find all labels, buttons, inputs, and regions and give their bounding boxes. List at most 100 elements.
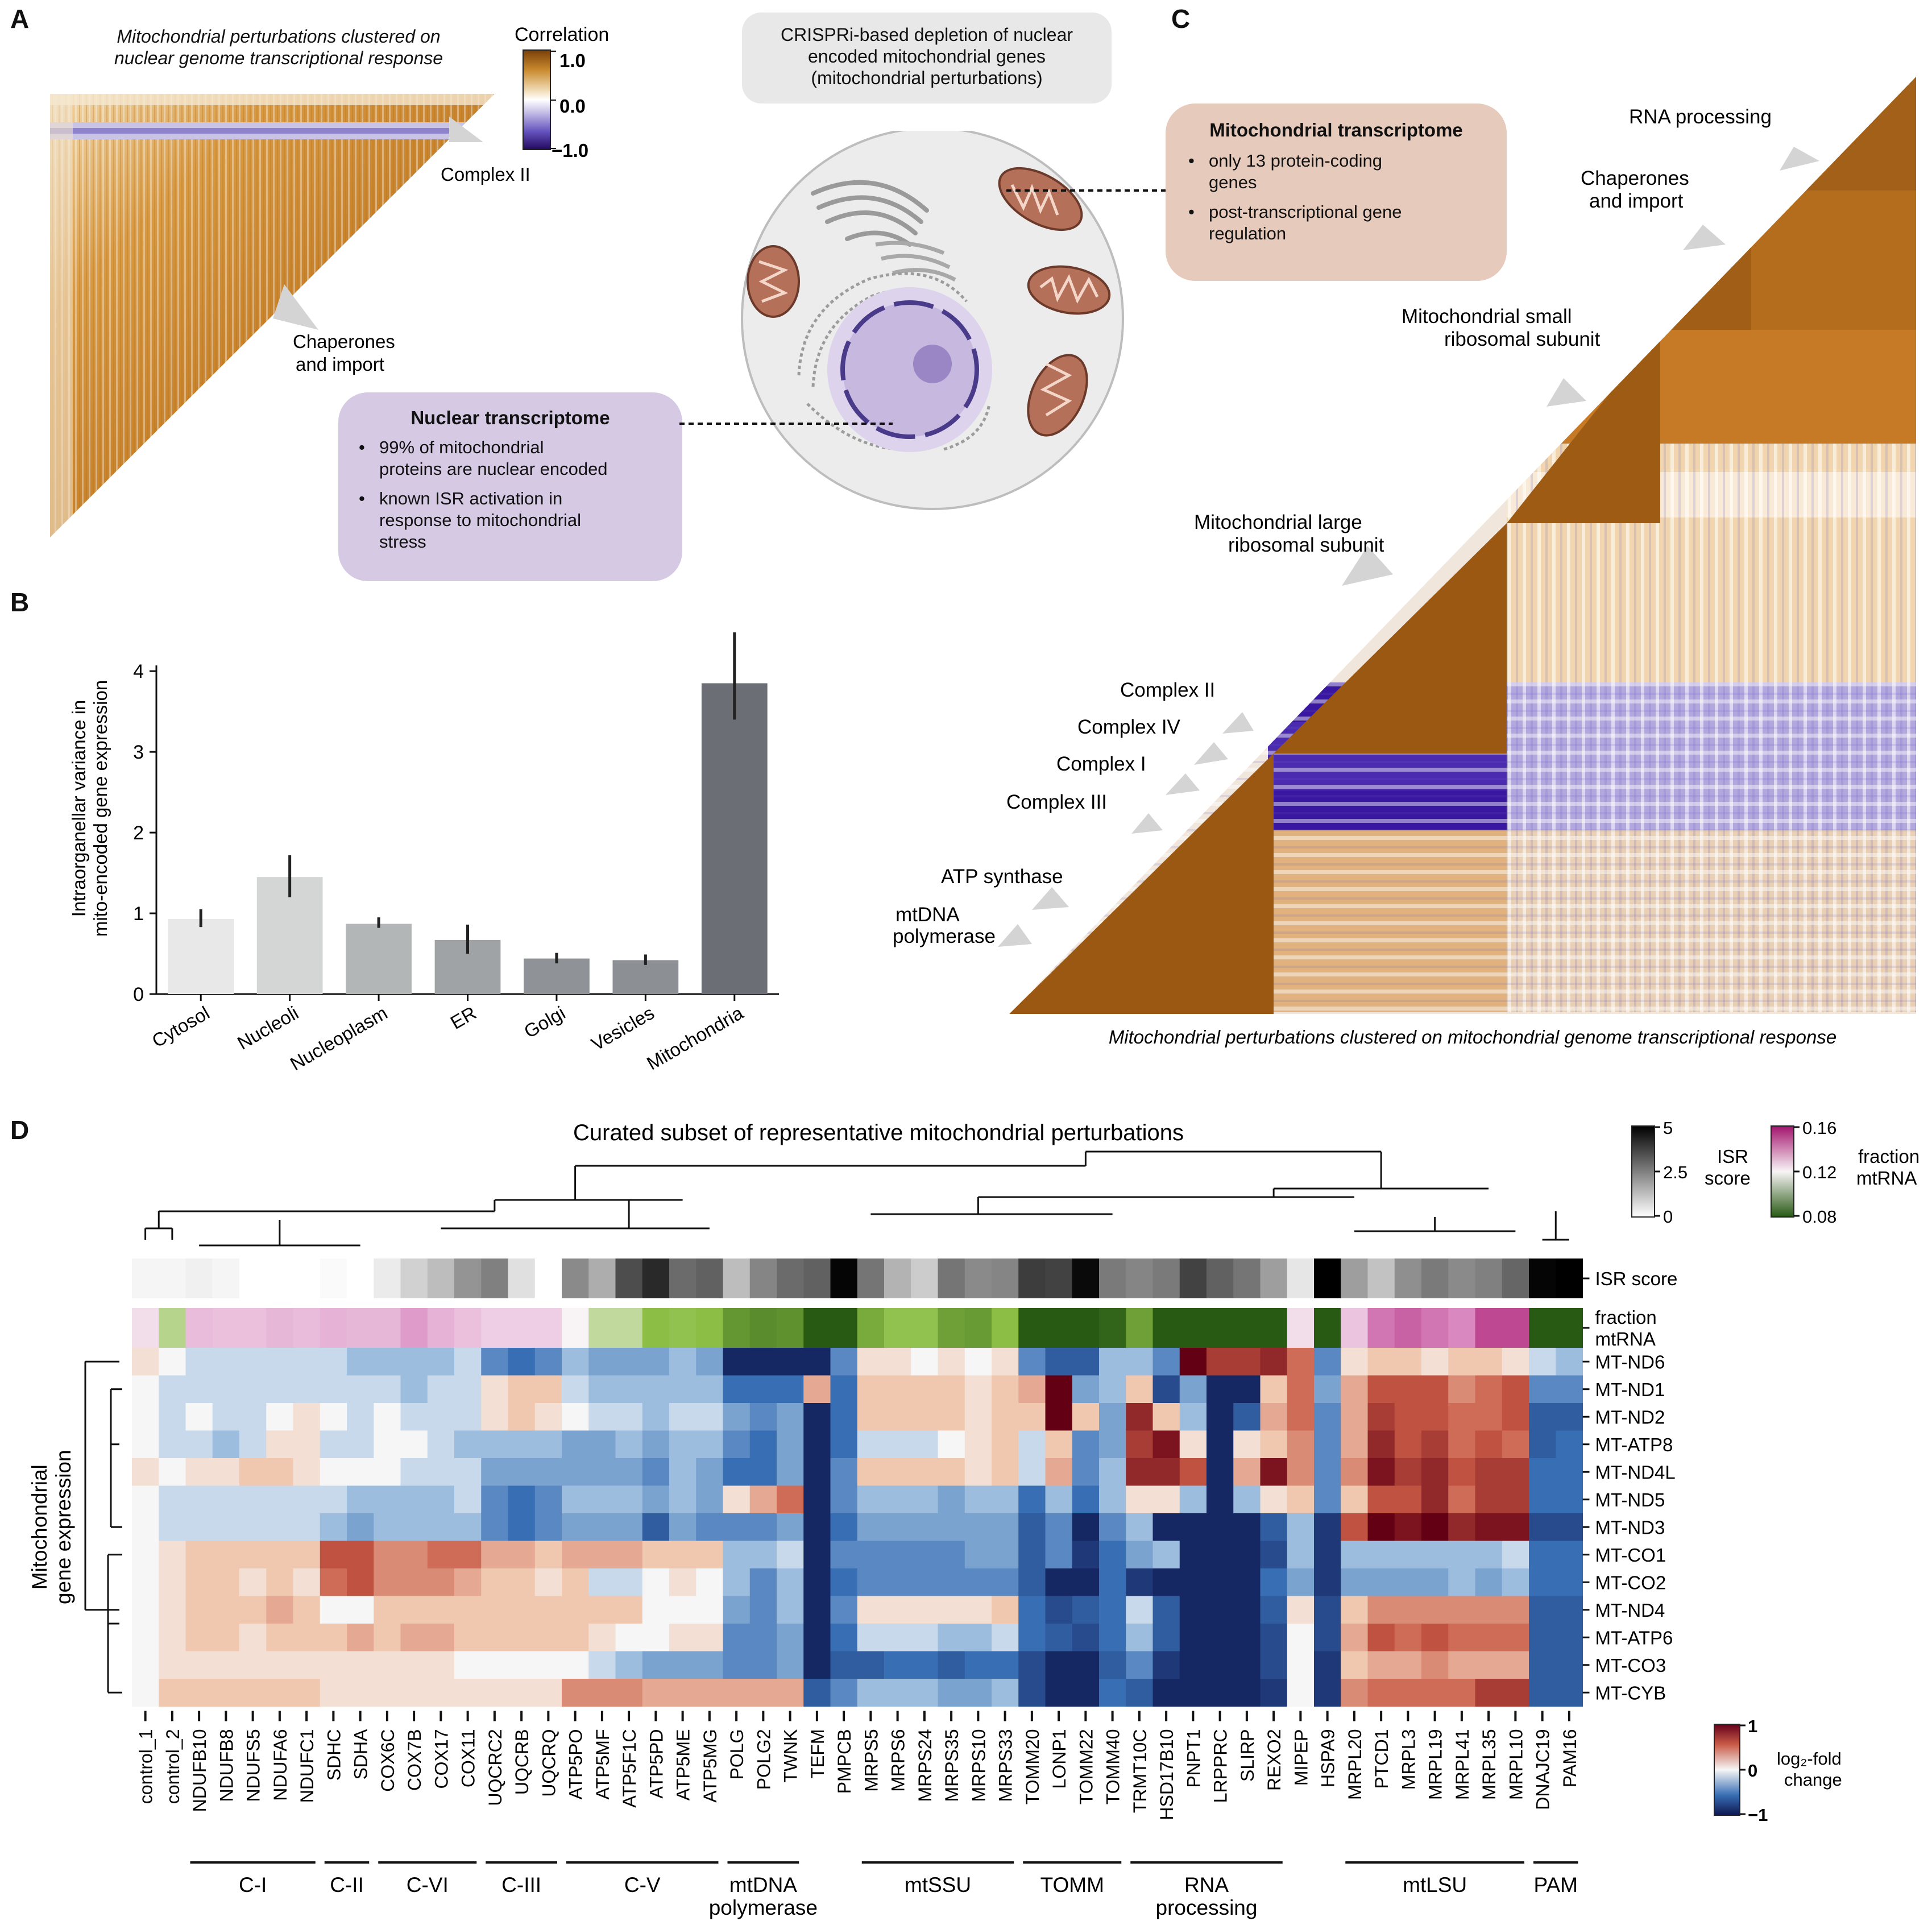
heat-cell-MT-CYB-UQCRC2 [481,1679,508,1707]
y-axis-label: Intraorganellar variance inmito-encoded … [68,680,111,937]
colorbar-correlation-tick-mid: 0.0 [559,96,586,117]
heat-cell-MT-ND6-MRPS6 [884,1348,911,1376]
heat-cell-MT-ND6-control_1 [132,1348,159,1376]
heat-cell-MT-ATP6-HSD17B10 [1152,1624,1180,1651]
heat-cell-MT-ND2-UQCRQ [534,1403,562,1431]
column-label-LONP1: LONP1 [1049,1729,1069,1789]
heat-cell-MT-CO3-NDUFA6 [266,1651,293,1679]
heat-cell-MT-CO2-MRPL20 [1341,1568,1368,1596]
heat-cell-MT-CYB-HSD17B10 [1152,1679,1180,1707]
column-label-COX11: COX11 [458,1729,479,1788]
heat-cell-MT-CO3-LONP1 [1045,1651,1073,1679]
heat-cell-MT-ATP6-ATP5PD [642,1624,670,1651]
heat-cell-MT-ND5-ATP5ME [669,1485,696,1514]
heat-cell-MT-CO2-MRPL3 [1394,1568,1422,1596]
schematic-top-box: CRISPRi-based depletion of nuclear encod… [742,13,1112,104]
heat-cell-MT-ATP6-SLIRP [1233,1624,1261,1651]
heat-cell-MT-CYB-MIPEP [1287,1679,1315,1707]
heat-cell-MT-ND2-TRMT10C [1126,1403,1153,1431]
heat-cell-MT-ND4L-DNAJC19 [1529,1458,1556,1486]
heat-cell-MT-ND4L-NDUFS5 [239,1458,267,1486]
panel-c-caption: Mitochondrial perturbations clustered on… [1109,1026,1836,1048]
heat-cell-MT-ND6-POLG [723,1348,751,1376]
column-label-NDUFA6: NDUFA6 [270,1729,291,1801]
panel-a-annot-complex-ii: Complex II [441,164,530,185]
heat-cell-MT-ND4L-TEFM [803,1458,831,1486]
heat-cell-MT-CO2-TOMM22 [1072,1568,1100,1596]
heat-cell-MT-ND2-POLG [723,1403,751,1431]
column-label-MRPS35: MRPS35 [942,1729,962,1802]
heat-cell-MT-ND5-LRPPRC [1207,1485,1234,1514]
heat-cell-MT-ATP6-TEFM [803,1624,831,1651]
heat-cell-MT-CO1-TRMT10C [1126,1541,1153,1569]
panel-c-heatmap: RNA processing Chaperones and import Mit… [893,77,1916,1048]
heat-cell-MT-ATP6-TOMM20 [1018,1624,1046,1651]
heat-cell-MT-ND5-MRPS5 [857,1485,885,1514]
colorbar-correlation-tick-max: 1.0 [559,50,586,71]
heat-cell-MT-ND6-MRPL41 [1448,1348,1475,1376]
heat-cell-MT-ND4L-MRPS5 [857,1458,885,1486]
heat-cell-MT-ND4L-ATP5F1C [615,1458,643,1486]
schematic-top-line3: (mitochondrial perturbations) [811,68,1043,88]
fraction-cell-TRMT10C [1126,1308,1153,1348]
heat-cell-MT-ND6-HSD17B10 [1152,1348,1180,1376]
heat-cell-MT-ND6-NDUFB8 [212,1348,240,1376]
heat-cell-MT-CO1-REXO2 [1260,1541,1288,1569]
heat-cell-MT-ND4L-ATP5PD [642,1458,670,1486]
panel-c-annot-mtdna-2: polymerase [893,925,996,947]
heat-cell-MT-ND4-PNPT1 [1179,1596,1207,1624]
heat-cell-MT-CYB-POLG [723,1679,751,1707]
colorbar-correlation-title: Correlation [515,24,609,45]
heat-cell-MT-ND6-COX17 [427,1348,455,1376]
heat-cell-MT-CO2-LONP1 [1045,1568,1073,1596]
heat-cell-MT-CO3-UQCRQ [534,1651,562,1679]
heat-cell-MT-ATP8-TRMT10C [1126,1430,1153,1459]
x-tick-label: Nucleoli [234,1002,302,1054]
heat-cell-MT-ND1-COX17 [427,1375,455,1404]
heat-cell-MT-ND4-ATP5MG [696,1596,723,1624]
heat-cell-MT-ATP8-MRPS35 [938,1430,965,1459]
heat-cell-MT-ATP6-ATP5F1C [615,1624,643,1651]
heat-cell-MT-ATP8-ATP5MF [588,1430,616,1459]
heat-cell-MT-CYB-COX17 [427,1679,455,1707]
heat-cell-MT-ND1-SDHC [320,1375,347,1404]
heat-cell-MT-CYB-MRPS33 [992,1679,1019,1707]
heat-cell-MT-ND6-TOMM22 [1072,1348,1100,1376]
panel-c-annot-large-1: Mitochondrial large [1194,511,1362,533]
heat-cell-MT-ND6-PTCD1 [1367,1348,1395,1376]
fraction-cell-UQCRB [508,1308,536,1348]
panel-c-annot-small-1: Mitochondrial small [1402,305,1572,328]
heat-cell-MT-ND1-PTCD1 [1367,1375,1395,1404]
fraction-cell-NDUFC1 [293,1308,321,1348]
heat-cell-MT-CO1-PTCD1 [1367,1541,1395,1569]
heat-cell-MT-CO2-ATP5MG [696,1568,723,1596]
fraction-cell-UQCRC2 [481,1308,508,1348]
heat-cell-MT-ND3-TOMM22 [1072,1513,1100,1541]
heat-cell-MT-ND2-ATP5F1C [615,1403,643,1431]
isr-cell-control_2 [159,1259,186,1298]
group-label-RNA-1: RNA [1184,1873,1229,1897]
heat-cell-MT-ND3-LONP1 [1045,1513,1073,1541]
column-label-ATP5PD: ATP5PD [646,1729,666,1799]
panel-c-annot-chaperones-1: Chaperones [1581,167,1689,189]
heat-cell-MT-ND4-NDUFA6 [266,1596,293,1624]
heat-cell-MT-CO3-HSD17B10 [1152,1651,1180,1679]
heat-cell-MT-CYB-ATP5MG [696,1679,723,1707]
isr-cell-COX17 [427,1259,455,1298]
heat-cell-MT-ND5-COX17 [427,1485,455,1514]
heat-cell-MT-CO1-MRPL41 [1448,1541,1475,1569]
heat-cell-MT-ND4-TOMM22 [1072,1596,1100,1624]
isr-cell-MRPL3 [1394,1259,1422,1298]
heat-cell-MT-ATP6-PNPT1 [1179,1624,1207,1651]
heat-cell-MT-ND4-TRMT10C [1126,1596,1153,1624]
heat-cell-MT-CO2-ATP5ME [669,1568,696,1596]
heat-cell-MT-ND6-NDUFA6 [266,1348,293,1376]
isr-cell-POLG [723,1259,751,1298]
heat-cell-MT-CO2-ATP5PO [562,1568,589,1596]
isr-cell-ATP5F1C [615,1259,643,1298]
heat-cell-MT-CYB-MRPS10 [964,1679,992,1707]
panel-c-annot-rna-processing: RNA processing [1629,106,1772,128]
heat-cell-MT-ND1-COX11 [454,1375,482,1404]
heat-cell-MT-CO1-MRPS6 [884,1541,911,1569]
fraction-cell-SDHA [347,1308,374,1348]
